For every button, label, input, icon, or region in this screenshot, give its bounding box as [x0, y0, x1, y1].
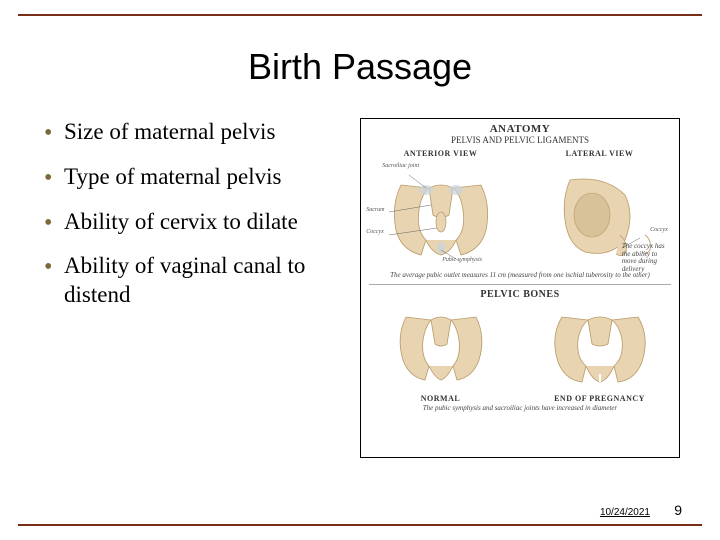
list-item: Type of maternal pelvis — [44, 163, 350, 192]
list-item: Ability of cervix to dilate — [44, 208, 350, 237]
pelvis-anterior-icon — [371, 160, 511, 270]
content-row: Size of maternal pelvis Type of maternal… — [30, 118, 690, 458]
figure-title: ANATOMY — [361, 123, 679, 135]
coccyx-lateral-label: Coccyx — [650, 227, 668, 233]
end-pregnancy-cell: END OF PREGNANCY — [523, 302, 676, 403]
normal-label: NORMAL — [364, 394, 517, 403]
page-title: Birth Passage — [30, 46, 690, 88]
pelvic-bones-label: PELVIC BONES — [361, 289, 679, 300]
slide: Birth Passage Size of maternal pelvis Ty… — [0, 0, 720, 540]
lateral-view-cell: LATERAL VIEW Coccyx The coccyx has the a… — [523, 149, 676, 270]
pelvis-normal-icon — [381, 302, 501, 392]
figure-subtitle: PELVIS AND PELVIC LIGAMENTS — [361, 135, 679, 145]
bottom-caption: The pubic symphysis and sacroiliac joint… — [361, 405, 679, 413]
anterior-view-cell: ANTERIOR VIEW — [364, 149, 517, 270]
figure-bottom-row: NORMAL END OF PREGNANCY — [361, 302, 679, 403]
pelvis-pregnancy-icon — [540, 302, 660, 392]
list-item: Size of maternal pelvis — [44, 118, 350, 147]
lateral-caption: The coccyx has the ability to move durin… — [614, 243, 674, 274]
coccyx-label: Coccyx — [366, 229, 384, 235]
list-item: Ability of vaginal canal to distend — [44, 252, 350, 310]
figure-divider — [369, 284, 671, 285]
anterior-label: ANTERIOR VIEW — [364, 149, 517, 158]
lateral-label: LATERAL VIEW — [523, 149, 676, 158]
end-pregnancy-label: END OF PREGNANCY — [523, 394, 676, 403]
sacroiliac-label: Sacroiliac joint — [382, 163, 419, 169]
sacrum-label: Sacrum — [366, 207, 384, 213]
footer-page: 9 — [674, 502, 682, 518]
bullet-list: Size of maternal pelvis Type of maternal… — [30, 118, 350, 458]
normal-cell: NORMAL — [364, 302, 517, 403]
pubic-label: Pubic symphysis — [442, 257, 482, 263]
anatomy-figure: ANATOMY PELVIS AND PELVIC LIGAMENTS ANTE… — [360, 118, 680, 458]
figure-top-row: ANTERIOR VIEW — [361, 149, 679, 270]
footer-date: 10/24/2021 — [600, 507, 650, 518]
top-border — [18, 14, 702, 16]
bottom-border — [18, 524, 702, 526]
